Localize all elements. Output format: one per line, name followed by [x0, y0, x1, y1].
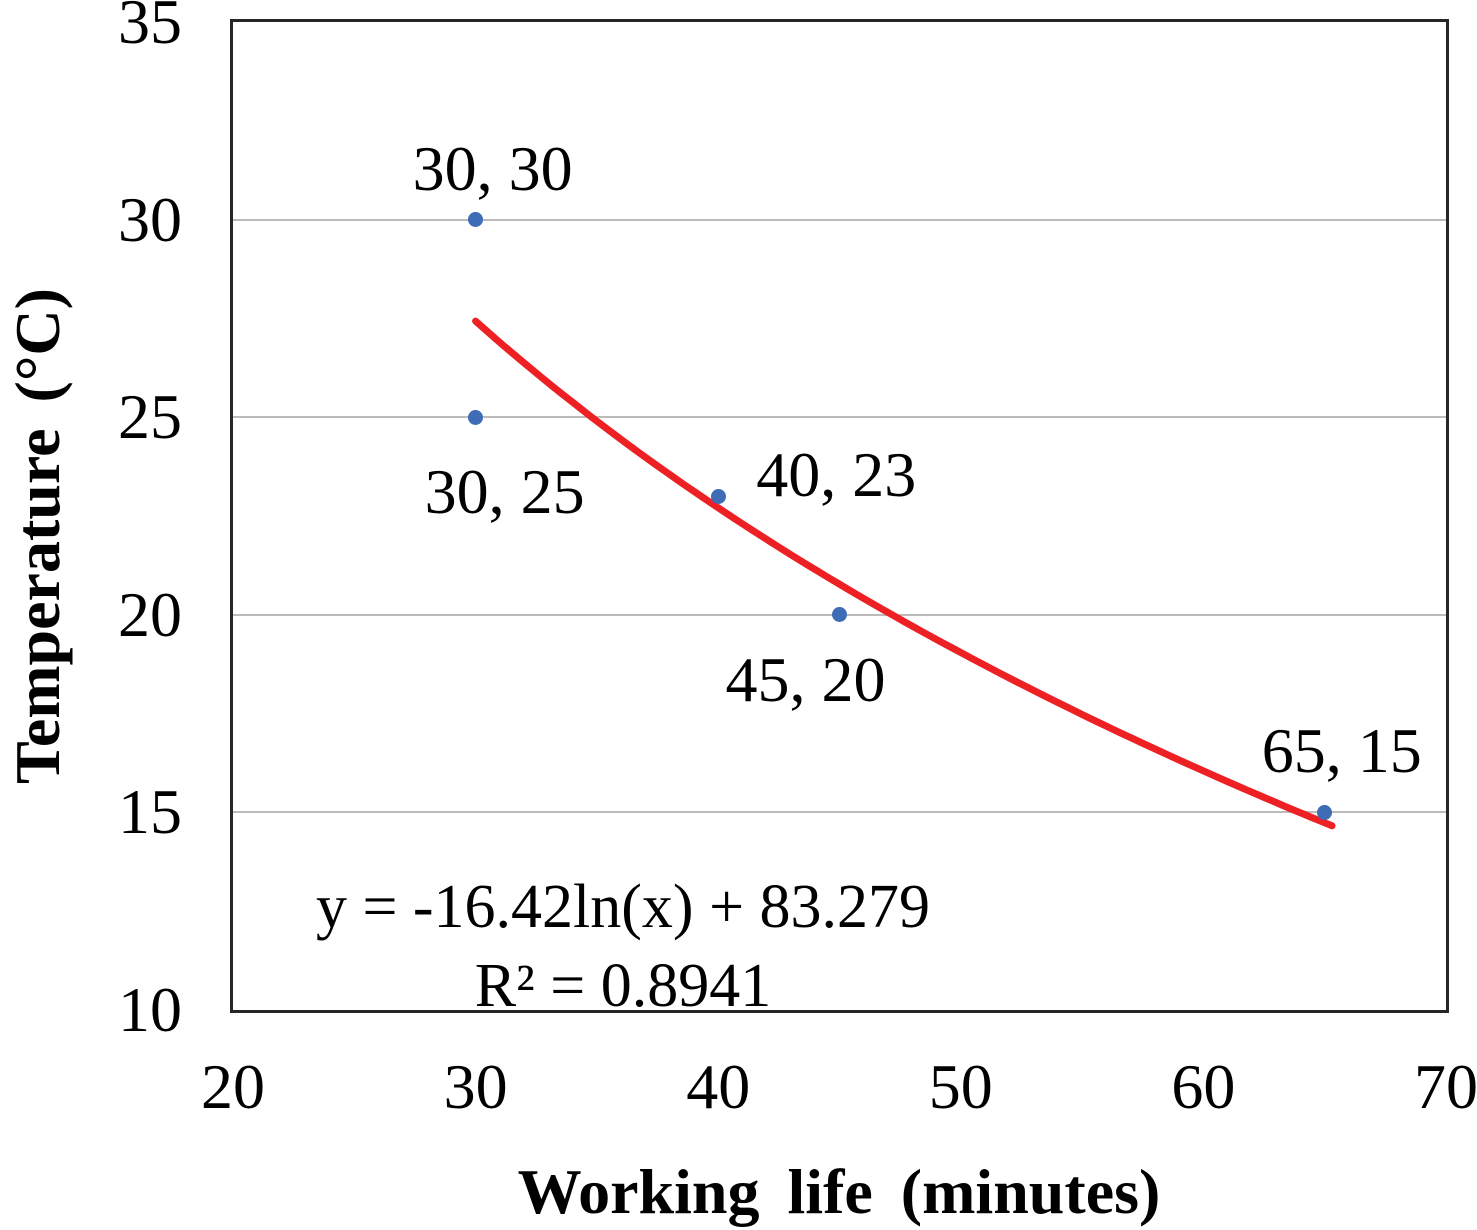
data-point-label: 45, 20 [725, 643, 886, 715]
trendline-curve [472, 317, 1336, 830]
y-tick-label-20: 20 [118, 578, 182, 650]
x-tick-label-60: 60 [1171, 1051, 1236, 1122]
data-point-label: 30, 30 [412, 132, 573, 204]
data-point [1317, 804, 1333, 820]
data-point-label: 40, 23 [756, 439, 917, 511]
plot-area: 30, 30 30, 25 40, 23 45, 20 65, 15 [233, 22, 1446, 1010]
y-tick-label-15: 15 [118, 776, 182, 848]
x-tick-label-30: 30 [443, 1051, 508, 1122]
trendline-equation: y = -16.42ln(x) + 83.279 R² = 0.8941 [272, 868, 974, 1026]
x-tick-label-40: 40 [686, 1051, 751, 1122]
data-point [832, 607, 847, 623]
gridline-y-30 [233, 218, 1446, 221]
y-tick-label-30: 30 [118, 183, 182, 255]
r-squared-line: R² = 0.8941 [474, 952, 772, 1020]
plot-area-border [230, 19, 1449, 1013]
x-tick-label-70: 70 [1414, 1051, 1477, 1122]
y-tick-label-25: 25 [118, 381, 182, 453]
data-point-label: 30, 25 [424, 456, 585, 528]
data-point [468, 409, 484, 425]
x-tick-label-20: 20 [201, 1051, 265, 1122]
trendline-layer [472, 317, 1336, 830]
x-tick-label-50: 50 [928, 1051, 993, 1122]
y-tick-label-10: 10 [118, 974, 182, 1045]
gridline-y-15 [233, 811, 1446, 814]
data-point-label: 65, 15 [1261, 715, 1422, 787]
equation-line: y = -16.42ln(x) + 83.279 [315, 873, 931, 941]
y-axis-title: Temperature (°C) [2, 288, 73, 784]
data-point [710, 488, 726, 504]
y-tick-label-35: 35 [118, 0, 182, 57]
data-point [468, 212, 484, 228]
x-axis-title: Working life (minutes) [517, 1156, 1161, 1227]
gridline-y-25 [233, 416, 1446, 419]
